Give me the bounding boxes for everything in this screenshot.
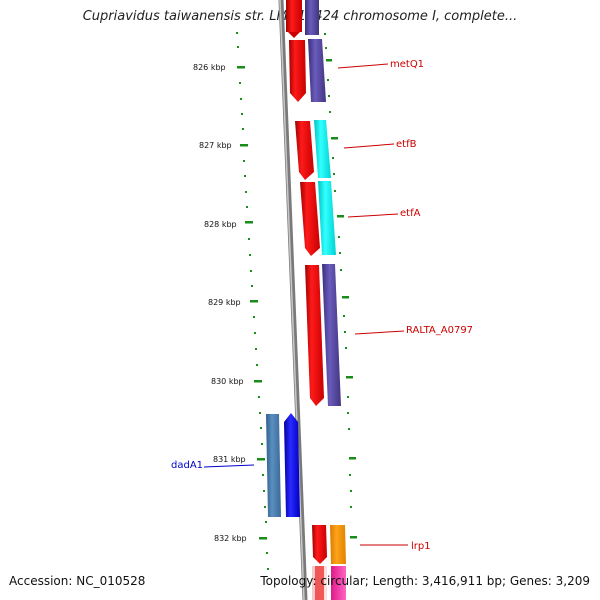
genome-backbone-highlight	[279, 0, 305, 600]
gene-lrp1-red[interactable]	[312, 525, 327, 564]
tick-label-830: 830 kbp	[211, 377, 244, 386]
gene-metQ1-red[interactable]	[289, 40, 306, 102]
tick-label-831: 831 kbp	[213, 455, 246, 464]
gene-lrp1-orange[interactable]	[330, 525, 346, 564]
gene-dadA1-blue[interactable]	[284, 413, 300, 517]
gene-etfB-red[interactable]	[295, 121, 314, 180]
tick-label-832: 832 kbp	[214, 534, 247, 543]
gene-top-red[interactable]	[286, 0, 302, 38]
ruler-ticks-right	[324, 33, 357, 539]
tick-label-829: 829 kbp	[208, 298, 241, 307]
tick-label-828: 828 kbp	[204, 220, 237, 229]
gene-label-dadA1[interactable]: dadA1	[171, 460, 203, 471]
ruler-major-ticks-left	[237, 66, 267, 540]
gene-bottom-pale[interactable]	[312, 566, 327, 600]
gene-label-etfB[interactable]: etfB	[396, 139, 417, 150]
gene-etfA-red[interactable]	[300, 182, 320, 256]
gene-label-metQ1[interactable]: metQ1	[390, 59, 424, 70]
gene-etfB-cyan[interactable]	[314, 120, 331, 178]
gene-label-RALTA_A0797[interactable]: RALTA_A0797	[406, 325, 473, 336]
tick-label-827: 827 kbp	[199, 141, 232, 150]
gene-label-etfA[interactable]: etfA	[400, 208, 421, 219]
gene-metQ1-purple[interactable]	[308, 39, 326, 102]
gene-label-lrp1[interactable]: lrp1	[411, 541, 431, 552]
gene-dadA1-slate[interactable]	[266, 414, 281, 517]
accession-text: Accession: NC_010528	[9, 574, 146, 588]
gene-top-purple[interactable]	[305, 0, 319, 35]
gene-bottom-pink[interactable]	[331, 566, 346, 600]
ruler-minor-ticks-left	[236, 32, 269, 570]
tick-label-826: 826 kbp	[193, 63, 226, 72]
gene-etfA-cyan[interactable]	[318, 181, 336, 255]
gene-RALTA_A0797-purple[interactable]	[322, 264, 341, 406]
label-leaders	[203, 63, 408, 546]
genome-summary-text: Topology: circular; Length: 3,416,911 bp…	[260, 574, 590, 588]
gene-RALTA_A0797-red[interactable]	[305, 265, 324, 406]
